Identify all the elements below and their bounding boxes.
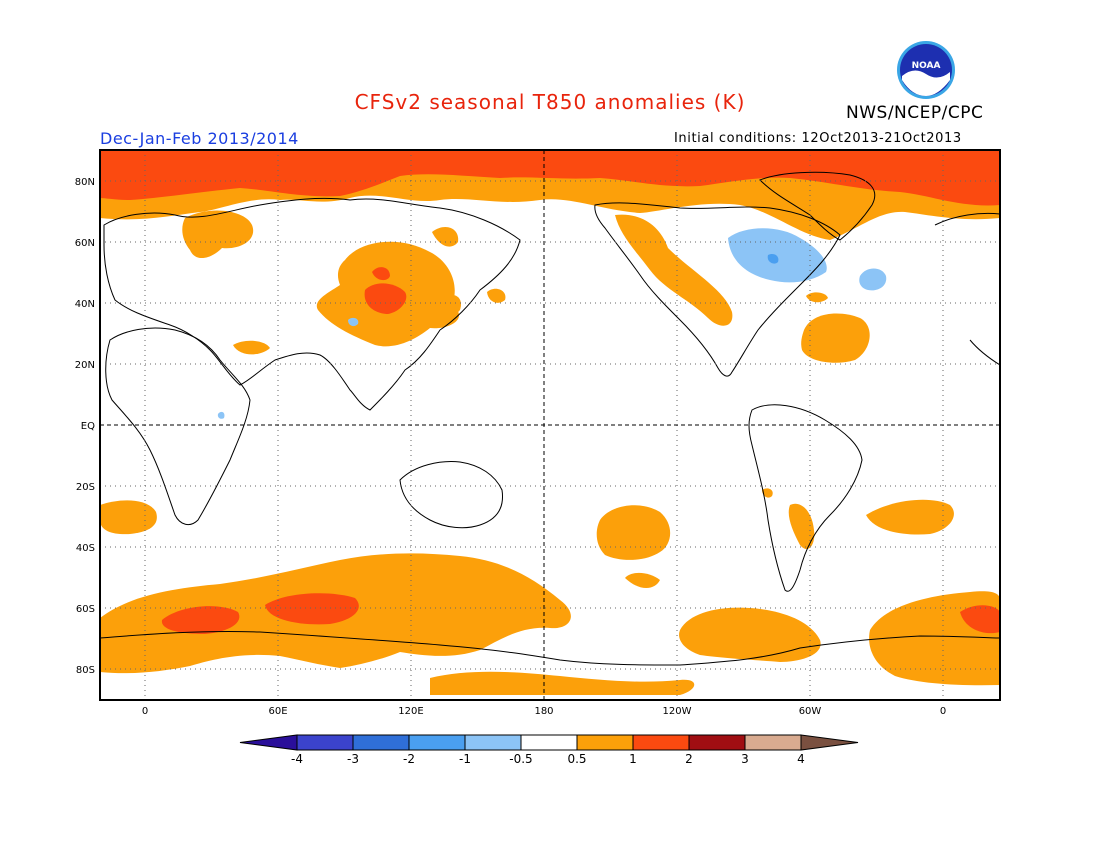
s-ocean-strong-warm-1 xyxy=(161,606,240,634)
colorbar-tick-label: 1 xyxy=(629,752,637,766)
colorbar-segment xyxy=(688,734,746,751)
greenland-cool-patch xyxy=(859,268,887,291)
lon-axis: 0 60E 120E 180 120W 60W 0 xyxy=(142,706,946,717)
lat-label: 80S xyxy=(76,665,95,676)
japan-warm-patch-2 xyxy=(440,294,461,316)
w-antarctic-warm-patch xyxy=(679,607,821,662)
colorbar: -4 -3 -2 -1 -0.5 0.5 1 2 3 4 xyxy=(239,734,859,766)
colorbar-segment xyxy=(632,734,690,751)
na-west-warm-patch xyxy=(615,214,733,326)
atlantic-warm-patch-small xyxy=(806,292,828,303)
europe-outline xyxy=(934,212,1000,366)
antarctic-warm-patch-2 xyxy=(307,640,362,663)
japan-warm-patch-3 xyxy=(487,288,506,303)
initial-conditions-label: Initial conditions: 12Oct2013-21Oct2013 xyxy=(674,131,962,146)
arctic-strong-warm-band xyxy=(100,150,1000,206)
colorbar-tick-label: 3 xyxy=(741,752,749,766)
organization-label: NWS/NCEP/CPC xyxy=(846,103,984,123)
colorbar-tick-label: -1 xyxy=(459,752,471,766)
colorbar-segment xyxy=(296,734,354,751)
africa-cool-patch xyxy=(217,411,225,419)
colorbar-tick-label: -4 xyxy=(291,752,303,766)
s-pacific-warm-patch xyxy=(596,505,671,560)
lat-label: 40N xyxy=(75,299,95,310)
lon-label: 60W xyxy=(799,706,822,717)
season-label: Dec-Jan-Feb 2013/2014 xyxy=(100,129,299,148)
asia-strong-warm-small xyxy=(372,267,390,281)
canada-cool-patch xyxy=(728,228,827,283)
colorbar-tick-label: 0.5 xyxy=(567,752,586,766)
lat-label: 80N xyxy=(75,177,95,188)
lat-label: 60S xyxy=(76,604,95,615)
colorbar-segment xyxy=(352,734,410,751)
map-frame xyxy=(99,149,1001,701)
colorbar-segment xyxy=(744,734,802,751)
lat-label: 20S xyxy=(76,482,95,493)
lat-label: 60N xyxy=(75,238,95,249)
s-atlantic-warm-patch xyxy=(866,499,954,535)
colorbar-left-arrow xyxy=(239,734,298,751)
chart-title: CFSv2 seasonal T850 anomalies (K) xyxy=(354,90,746,114)
colorbar-segment xyxy=(464,734,522,751)
asia-cool-patch xyxy=(348,317,359,327)
south-america-outline xyxy=(748,404,863,592)
sa-warm-patch xyxy=(788,503,815,550)
canada-cool-core xyxy=(767,253,779,264)
atlantic-warm-patch xyxy=(801,313,870,363)
europe-warm-patch xyxy=(182,210,254,259)
eurasia-outline xyxy=(103,197,521,411)
colorbar-tick-label: 2 xyxy=(685,752,693,766)
japan-warm-patch xyxy=(432,227,459,247)
colorbar-tick-label: 4 xyxy=(797,752,805,766)
anomaly-fields xyxy=(100,150,1000,695)
colorbar-tick-label: -3 xyxy=(347,752,359,766)
antarctic-warm-band xyxy=(430,671,695,695)
lon-label: 0 xyxy=(940,706,946,717)
asia-strong-warm-core xyxy=(364,283,407,314)
colorbar-segment xyxy=(408,734,466,751)
lon-label: 120E xyxy=(398,706,423,717)
lat-label: 40S xyxy=(76,543,95,554)
lon-label: 60E xyxy=(268,706,287,717)
africa-outline xyxy=(105,327,251,526)
lon-label: 180 xyxy=(534,706,553,717)
greenland-outline xyxy=(759,171,876,241)
lon-label: 0 xyxy=(142,706,148,717)
continent-outlines xyxy=(100,171,1000,666)
colorbar-tick-label: -2 xyxy=(403,752,415,766)
e-s-ocean-strong-warm xyxy=(960,605,1000,634)
colorbar-tick-label: -0.5 xyxy=(509,752,532,766)
logo-text: NOAA xyxy=(912,61,941,71)
colorbar-right-arrow xyxy=(800,734,859,751)
s-pacific-warm-patch-2 xyxy=(625,572,660,588)
noaa-logo-icon: NOAA xyxy=(897,41,955,99)
lat-label: EQ xyxy=(81,421,95,432)
mideast-warm-patch xyxy=(233,340,270,355)
colorbar-segment xyxy=(520,734,578,751)
s-indian-warm-patch xyxy=(100,500,157,535)
australia-outline xyxy=(399,461,504,529)
s-ocean-strong-warm-2 xyxy=(265,593,359,625)
sa-warm-patch-2 xyxy=(762,488,773,498)
north-america-outline xyxy=(594,202,841,377)
reference-lines xyxy=(100,150,1000,700)
lon-label: 120W xyxy=(663,706,692,717)
antarctica-outline xyxy=(100,630,1000,666)
lat-label: 20N xyxy=(75,360,95,371)
colorbar-segment xyxy=(576,734,634,751)
lat-axis: 80N 60N 40N 20N EQ 20S 40S 60S 80S xyxy=(75,177,95,676)
